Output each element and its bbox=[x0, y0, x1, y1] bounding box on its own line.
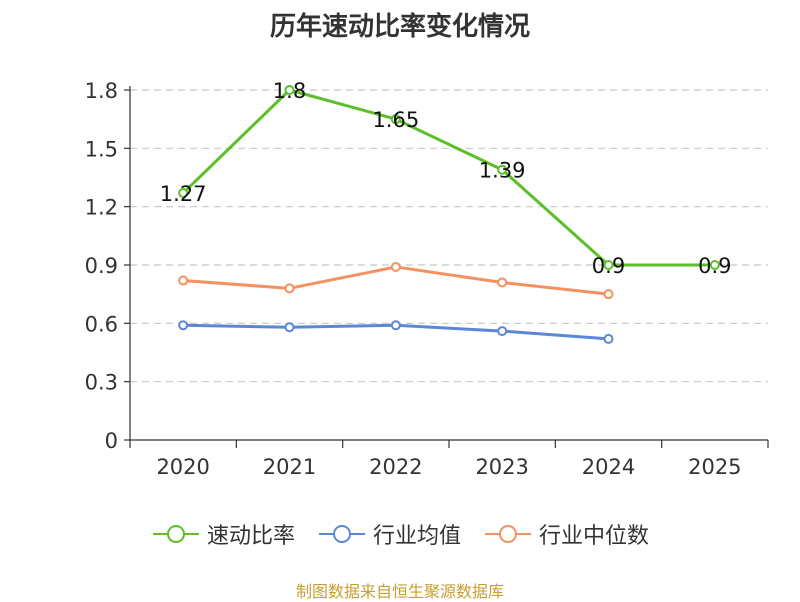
data-point bbox=[497, 164, 508, 175]
data-point bbox=[178, 188, 189, 199]
data-point bbox=[178, 320, 189, 331]
data-point bbox=[284, 85, 295, 95]
data-point bbox=[284, 283, 295, 294]
data-point bbox=[603, 260, 614, 270]
legend-label-industry-mean: 行业均值 bbox=[372, 524, 461, 549]
y-tick-label: 1.2 bbox=[85, 196, 118, 220]
y-tick-label: 0.3 bbox=[85, 371, 118, 395]
legend-marker-quick-ratio bbox=[152, 525, 199, 543]
series-line-0 bbox=[182, 88, 715, 267]
data-point bbox=[390, 114, 401, 125]
data-source-note: 制图数据来自恒生聚源数据库 bbox=[295, 582, 504, 601]
legend-item-industry-mean[interactable]: 行业均值 bbox=[317, 518, 461, 550]
y-tick-label: 1.8 bbox=[85, 79, 118, 103]
data-point bbox=[497, 326, 508, 337]
data-point bbox=[390, 320, 401, 331]
y-tick-label: 0.6 bbox=[85, 312, 118, 336]
x-tick-label: 2021 bbox=[263, 455, 316, 479]
data-label: 1.39 bbox=[479, 159, 526, 183]
legend-item-quick-ratio[interactable]: 速动比率 bbox=[151, 518, 295, 550]
x-tick-label: 2022 bbox=[369, 455, 422, 479]
data-point bbox=[284, 322, 295, 333]
data-point bbox=[603, 333, 614, 344]
data-point bbox=[709, 260, 720, 270]
data-label: 1.27 bbox=[160, 182, 207, 206]
legend: 速动比率 行业均值 行业中位数 bbox=[0, 518, 800, 550]
y-tick-label: 0.9 bbox=[85, 254, 118, 278]
data-point bbox=[603, 289, 614, 300]
data-label: 1.65 bbox=[372, 108, 419, 132]
data-point bbox=[178, 275, 189, 286]
y-tick-label: 0 bbox=[105, 429, 118, 453]
legend-label-industry-median: 行业中位数 bbox=[539, 524, 650, 549]
x-tick-label: 2024 bbox=[582, 455, 635, 479]
legend-marker-industry-median bbox=[485, 525, 531, 543]
x-tick-label: 2023 bbox=[475, 455, 528, 479]
data-point bbox=[390, 261, 401, 272]
legend-item-industry-median[interactable]: 行业中位数 bbox=[483, 518, 649, 550]
data-label: 1.8 bbox=[273, 79, 306, 103]
y-tick-label: 1.5 bbox=[85, 137, 118, 161]
data-point bbox=[497, 277, 508, 288]
x-tick-label: 2025 bbox=[688, 455, 741, 479]
legend-marker-industry-mean bbox=[318, 525, 365, 543]
legend-label-quick-ratio: 速动比率 bbox=[206, 524, 295, 549]
x-tick-label: 2020 bbox=[156, 455, 209, 479]
chart-title: 历年速动比率变化情况 bbox=[269, 12, 530, 42]
data-label: 0.9 bbox=[592, 254, 625, 278]
data-label: 0.9 bbox=[698, 254, 731, 278]
